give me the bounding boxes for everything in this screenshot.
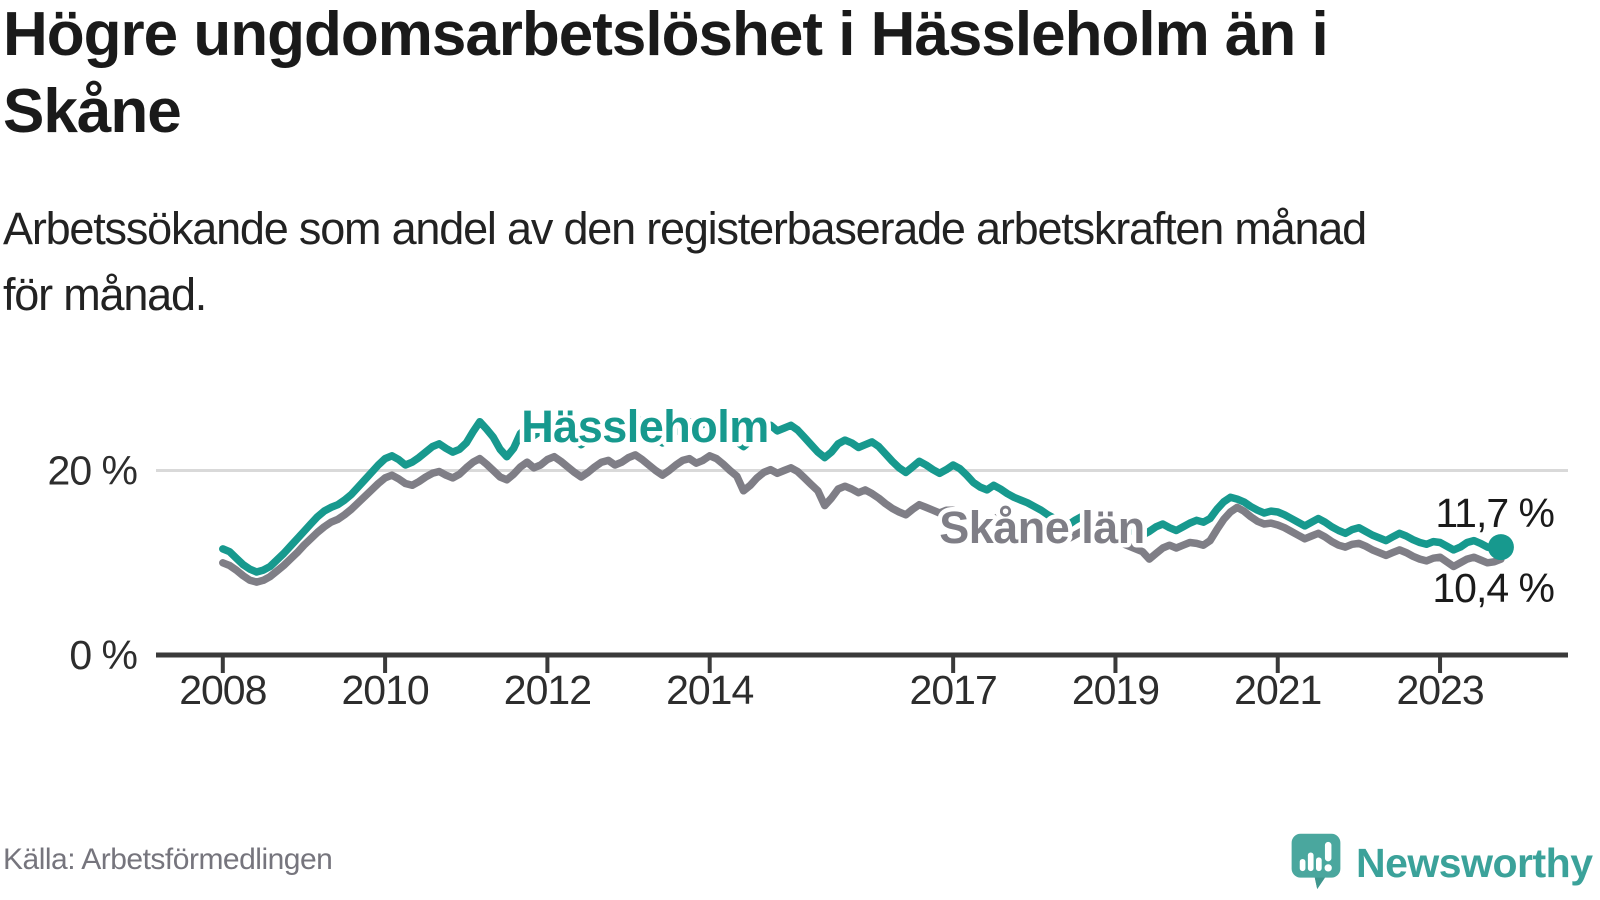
x-axis-label: 2010	[341, 667, 428, 713]
y-axis-label: 0 %	[69, 632, 137, 678]
x-axis-label: 2008	[179, 667, 266, 713]
brand-logo: Newsworthy	[1290, 832, 1593, 894]
x-axis-label: 2014	[666, 667, 753, 713]
series-endpoint-dot	[1487, 534, 1514, 561]
chart-canvas: 0 % 20 % 2008 2010 2012 2014 2017 2019 2021 2023 H…	[48, 397, 1568, 713]
bar-3	[1316, 857, 1322, 872]
newsworthy-bubble-barchart-icon	[1291, 833, 1341, 889]
series-line	[219, 451, 1505, 586]
series-end-value-label: 11,7 %	[1435, 490, 1554, 536]
subtitle-line: Arbetssökande som andel av den registerb…	[3, 203, 1367, 254]
bar-2	[1307, 852, 1314, 872]
speech-bubble-shade	[1314, 877, 1325, 889]
x-axis-label: 2019	[1072, 667, 1159, 713]
y-axis-label: 20 %	[48, 448, 137, 494]
series-label: Hässleholm	[521, 401, 769, 452]
title-line: Skåne	[3, 77, 182, 146]
title-line: Högre ungdomsarbetslöshet i Hässleholm ä…	[3, 0, 1329, 69]
x-axis-label: 2012	[504, 667, 591, 713]
x-axis-label: 2023	[1396, 667, 1483, 713]
exclamation-dot	[1324, 864, 1332, 872]
exclamation-stem	[1324, 841, 1332, 862]
series-line	[219, 413, 1505, 576]
brand-name: Newsworthy	[1356, 840, 1593, 886]
subtitle-line: för månad.	[3, 269, 207, 320]
source-note: Källa: Arbetsförmedlingen	[3, 843, 333, 876]
bar-1	[1299, 858, 1306, 872]
x-axis-label: 2017	[910, 667, 997, 713]
chart-subtitle: Arbetssökande som andel av den registerb…	[3, 196, 1583, 328]
series-end-value-label: 10,4 %	[1432, 565, 1554, 611]
page-title: Högre ungdomsarbetslöshet i Hässleholm ä…	[3, 0, 1563, 150]
x-axis-label: 2021	[1234, 667, 1321, 713]
series-label: Skåne län	[939, 502, 1145, 553]
